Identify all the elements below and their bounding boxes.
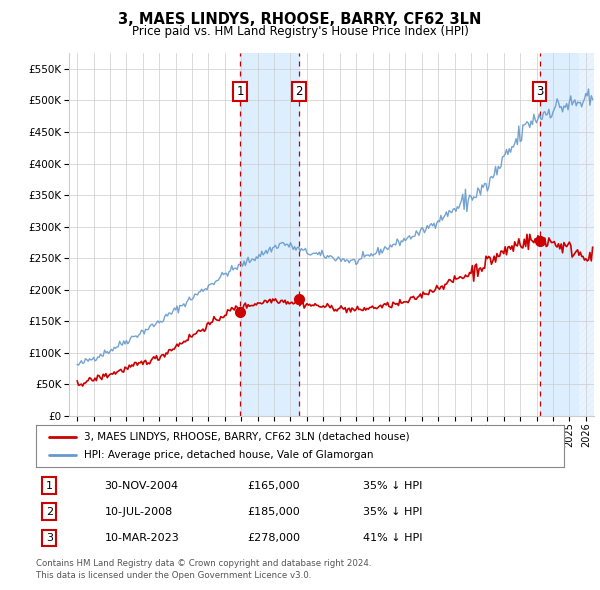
Text: 2: 2 bbox=[295, 85, 303, 98]
Text: £165,000: £165,000 bbox=[247, 480, 300, 490]
Text: 1: 1 bbox=[236, 85, 244, 98]
Text: Contains HM Land Registry data © Crown copyright and database right 2024.: Contains HM Land Registry data © Crown c… bbox=[36, 559, 371, 568]
Bar bbox=[578, 53, 594, 416]
Text: 35% ↓ HPI: 35% ↓ HPI bbox=[364, 507, 423, 517]
Text: 3: 3 bbox=[46, 533, 53, 543]
Text: This data is licensed under the Open Government Licence v3.0.: This data is licensed under the Open Gov… bbox=[36, 571, 311, 579]
Text: 10-JUL-2008: 10-JUL-2008 bbox=[104, 507, 173, 517]
Text: £185,000: £185,000 bbox=[247, 507, 300, 517]
Text: 10-MAR-2023: 10-MAR-2023 bbox=[104, 533, 179, 543]
Text: 1: 1 bbox=[46, 480, 53, 490]
Text: 3: 3 bbox=[536, 85, 544, 98]
Text: 35% ↓ HPI: 35% ↓ HPI bbox=[364, 480, 423, 490]
Bar bbox=[539, 53, 578, 416]
Text: 3, MAES LINDYS, RHOOSE, BARRY, CF62 3LN: 3, MAES LINDYS, RHOOSE, BARRY, CF62 3LN bbox=[118, 12, 482, 27]
Text: 30-NOV-2004: 30-NOV-2004 bbox=[104, 480, 179, 490]
Text: £278,000: £278,000 bbox=[247, 533, 300, 543]
Text: HPI: Average price, detached house, Vale of Glamorgan: HPI: Average price, detached house, Vale… bbox=[83, 450, 373, 460]
Text: 3, MAES LINDYS, RHOOSE, BARRY, CF62 3LN (detached house): 3, MAES LINDYS, RHOOSE, BARRY, CF62 3LN … bbox=[83, 432, 409, 442]
Bar bbox=[240, 53, 299, 416]
Text: Price paid vs. HM Land Registry's House Price Index (HPI): Price paid vs. HM Land Registry's House … bbox=[131, 25, 469, 38]
Text: 41% ↓ HPI: 41% ↓ HPI bbox=[364, 533, 423, 543]
Text: 2: 2 bbox=[46, 507, 53, 517]
